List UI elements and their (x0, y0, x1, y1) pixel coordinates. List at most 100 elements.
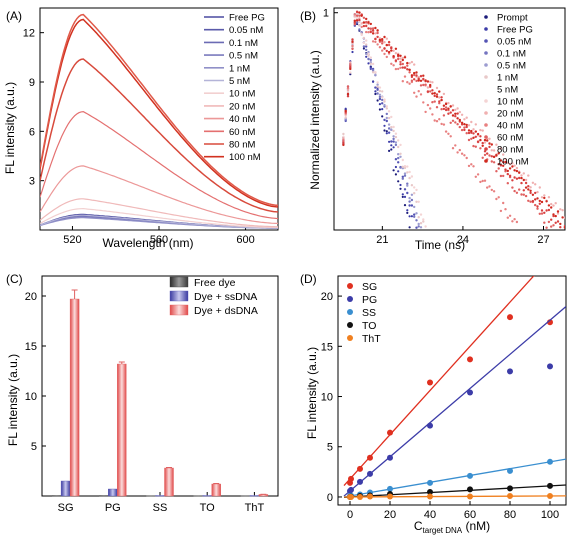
data-point (427, 479, 433, 486)
decay-point (358, 24, 361, 27)
decay-point (385, 49, 388, 53)
decay-point (458, 125, 461, 129)
decay-point (508, 167, 512, 170)
decay-point (413, 71, 416, 75)
decay-point (543, 221, 546, 224)
ytick-label-a: 9 (29, 77, 35, 89)
decay-point (388, 140, 391, 143)
ytick-label-a: 6 (29, 126, 35, 138)
decay-point (442, 123, 446, 126)
decay-point (415, 74, 418, 77)
decay-point (399, 152, 402, 155)
decay-point (513, 164, 516, 167)
xtick-label-d: 80 (504, 509, 516, 521)
legend-label-b: 0.1 nM (497, 49, 526, 60)
decay-point (508, 214, 512, 217)
decay-point (527, 174, 530, 177)
decay-point (518, 176, 521, 180)
decay-point (385, 112, 388, 116)
decay-point (483, 179, 487, 182)
category-label-c: PG (105, 502, 121, 514)
decay-point (479, 135, 482, 138)
decay-point (390, 148, 393, 151)
decay-point (470, 120, 473, 124)
decay-point (410, 215, 413, 218)
series-d (343, 276, 566, 500)
decay-point (449, 121, 452, 125)
legend-label-a: 60 nM (229, 127, 255, 138)
decay-point (365, 39, 368, 42)
decay-point (387, 43, 391, 47)
decay-point (376, 43, 379, 46)
decay-point (426, 80, 430, 83)
decay-point (456, 117, 459, 120)
decay-point (444, 102, 448, 106)
decay-point (376, 29, 379, 32)
decay-point (376, 83, 379, 86)
decay-point (390, 128, 393, 131)
decay-point (362, 41, 366, 45)
decay-point (383, 98, 386, 101)
decay-point (417, 200, 420, 203)
decay-point (369, 27, 372, 30)
decay-point (401, 58, 404, 62)
decay-point (483, 141, 487, 144)
decay-point (504, 160, 507, 164)
ytick-label-c: 5 (31, 441, 37, 453)
decay-point (401, 195, 404, 198)
legend-label-b: 5 nM (497, 85, 518, 96)
data-point (357, 465, 363, 472)
decay-point (479, 128, 482, 132)
decay-point (401, 158, 404, 162)
decay-point (495, 154, 498, 157)
curves-a (40, 13, 278, 229)
decay-point (406, 209, 409, 212)
decay-point (458, 110, 461, 114)
xtick-label-d: 100 (541, 509, 559, 521)
ytick-label-d: 15 (321, 341, 333, 353)
decay-point (488, 154, 491, 157)
decay-point (417, 222, 420, 226)
decay-point (481, 179, 484, 183)
panel-a: (A) 520 560 600 3 6 9 12 Free PG0.05 nM 0.1 nM 0.… (3, 7, 279, 250)
decay-point (556, 212, 560, 215)
data-point (387, 493, 393, 500)
decay-point (499, 159, 503, 162)
decay-point (515, 166, 519, 170)
decay-point (515, 177, 519, 180)
data-point (367, 470, 373, 477)
decay-point (371, 32, 375, 35)
decay-point (483, 138, 487, 142)
decay-point (511, 179, 514, 182)
decay-point (413, 213, 416, 216)
decay-point (378, 86, 382, 89)
decay-point (415, 71, 418, 74)
decay-point (415, 212, 418, 215)
decay-point (419, 222, 423, 225)
decay-point (472, 165, 475, 168)
decay-point (378, 46, 382, 49)
decay-point (454, 144, 457, 147)
decay-point (522, 189, 525, 192)
legend-label-c: Dye + ssDNA (194, 291, 257, 303)
decay-point (490, 160, 493, 163)
legend-dot-b (484, 27, 488, 31)
bar-2 (69, 298, 80, 497)
decay-point (481, 156, 484, 159)
decay-point (488, 145, 491, 149)
decay-point (399, 57, 402, 60)
legend-label-b: 10 nM (497, 97, 523, 108)
decay-point (440, 98, 443, 102)
decay-point (518, 188, 521, 191)
decay-point (483, 153, 487, 157)
decay-point (429, 80, 432, 84)
decay-point (358, 11, 361, 14)
legend-dot-b (484, 99, 488, 103)
decay-point (465, 125, 468, 129)
decay-point (408, 71, 411, 74)
data-point (547, 482, 553, 489)
decay-point (419, 213, 423, 216)
decay-point (344, 107, 347, 110)
